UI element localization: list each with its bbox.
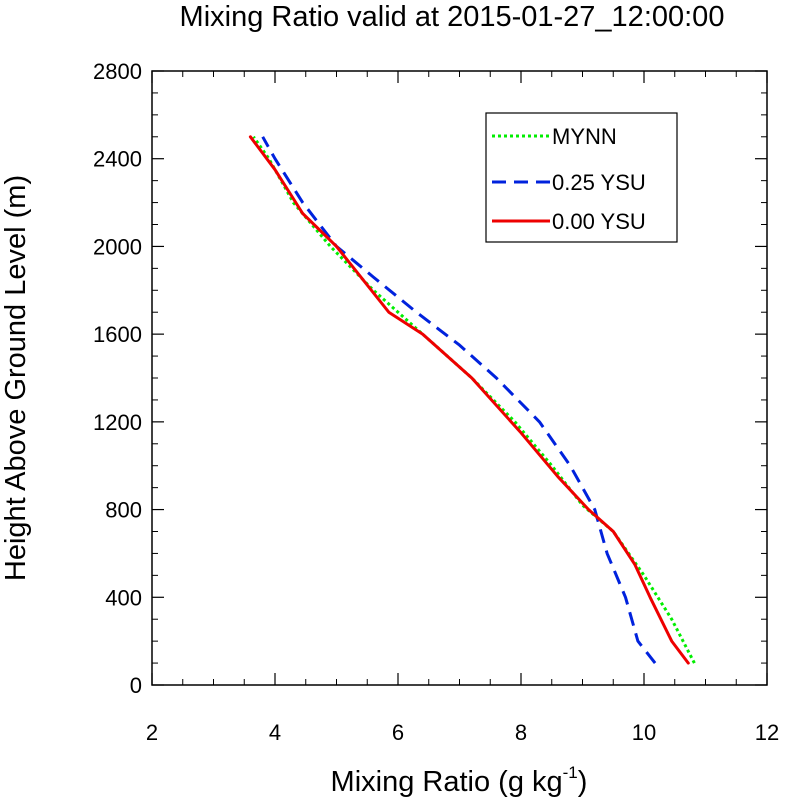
series-lines <box>248 135 696 665</box>
axis-tick-labels: 2 4 6 8 10 12 0 400 800 1200 1600 2000 2400 2800 <box>93 59 779 745</box>
y-tick-label: 2400 <box>93 147 142 172</box>
legend-label-mynn: MYNN <box>552 124 617 149</box>
series-line-0-00-ysu <box>248 135 690 665</box>
x-tick-label: 12 <box>755 720 779 745</box>
legend: MYNN 0.25 YSU 0.00 YSU <box>485 112 678 243</box>
y-axis-label: Height Above Ground Level (m) <box>0 175 32 581</box>
x-tick-label: 4 <box>269 720 281 745</box>
series-line-mynn <box>252 135 696 664</box>
plot-frame <box>151 70 768 686</box>
series-line-0-25-ysu <box>261 136 657 665</box>
x-tick-label: 6 <box>392 720 404 745</box>
y-tick-label: 2800 <box>93 59 142 84</box>
x-tick-label: 10 <box>632 720 656 745</box>
y-tick-label: 2000 <box>93 234 142 259</box>
x-tick-label: 8 <box>515 720 527 745</box>
y-tick-label: 400 <box>105 585 142 610</box>
y-tick-label: 800 <box>105 498 142 523</box>
y-tick-label: 0 <box>130 673 142 698</box>
y-tick-label: 1200 <box>93 410 142 435</box>
x-axis-label-end: ) <box>578 766 588 798</box>
legend-label-ysu-000: 0.00 YSU <box>552 209 646 234</box>
x-tick-label: 2 <box>146 720 158 745</box>
x-axis-label: Mixing Ratio (g kg-1) <box>331 763 588 798</box>
chart-title: Mixing Ratio valid at 2015-01-27_12:00:0… <box>180 1 725 33</box>
x-axis-label-superscript: -1 <box>563 763 578 782</box>
y-tick-label: 1600 <box>93 322 142 347</box>
legend-label-ysu-025: 0.25 YSU <box>552 170 646 195</box>
